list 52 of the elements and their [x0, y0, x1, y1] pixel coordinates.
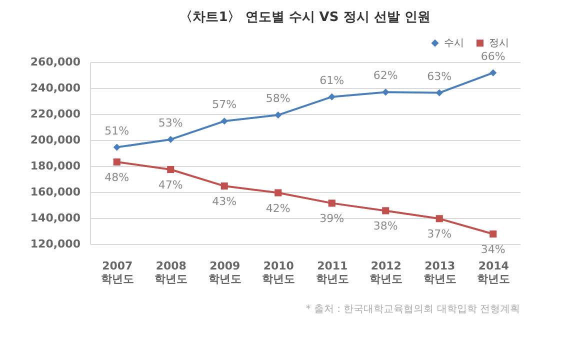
- x-tick-label: 2011 학년도: [316, 260, 349, 286]
- point: [328, 200, 336, 207]
- x-tick-label: 2008 학년도: [154, 260, 188, 286]
- point: [436, 89, 443, 96]
- legend-label: 정시: [489, 38, 509, 50]
- annotation: 39%: [320, 212, 344, 226]
- chart-title: 〈차트1〉 연도별 수시 VS 정시 선발 인원: [180, 10, 430, 25]
- annotation: 66%: [480, 50, 506, 63]
- annotation: 63%: [427, 70, 452, 83]
- y-tick-label: 160,000: [30, 186, 81, 198]
- annotation: 48%: [104, 170, 130, 184]
- point: [167, 136, 174, 144]
- annotation: 42%: [266, 202, 290, 215]
- x-tick-label: 2010 학년도: [262, 260, 296, 286]
- point: [113, 158, 120, 166]
- y-tick-label: 200,000: [30, 134, 81, 146]
- annotation: 47%: [158, 178, 183, 192]
- annotation: 34%: [480, 242, 506, 256]
- point: [490, 69, 497, 76]
- point: [436, 215, 443, 222]
- x-tick-label: 2013 학년도: [423, 260, 456, 286]
- y-tick-label: 180,000: [30, 160, 81, 172]
- point: [274, 189, 282, 196]
- annotation: 62%: [373, 69, 398, 82]
- point: [490, 230, 497, 238]
- point: [220, 182, 228, 190]
- point: [113, 144, 120, 151]
- point: [220, 118, 228, 125]
- annotation: 53%: [158, 116, 183, 130]
- x-tick-label: 2009 학년도: [208, 260, 242, 286]
- point: [274, 112, 282, 119]
- point: [328, 93, 336, 100]
- annotation: 51%: [104, 124, 130, 138]
- x-tick-label: 2007 학년도: [100, 260, 134, 286]
- x-tick-label: 2012 학년도: [370, 260, 403, 286]
- y-tick-label: 140,000: [30, 212, 81, 224]
- y-tick-label: 260,000: [30, 56, 81, 68]
- annotation: 58%: [266, 92, 290, 106]
- text: * 출처 : 한국대학교육협의회 대학입학 전형계획: [306, 304, 520, 315]
- y-tick-label: 240,000: [30, 82, 81, 94]
- point: [382, 207, 390, 214]
- y-tick-label: 120,000: [30, 238, 81, 250]
- legend-label: 수시: [444, 38, 464, 50]
- annotation: 57%: [212, 98, 237, 112]
- y-tick-label: 220,000: [30, 108, 81, 120]
- point: [382, 88, 390, 96]
- x-tick-label: 2014 학년도: [477, 260, 510, 286]
- annotation: 43%: [212, 195, 237, 208]
- annotation: 38%: [373, 220, 398, 233]
- point: [167, 166, 174, 174]
- annotation: 37%: [427, 228, 452, 241]
- annotation: 61%: [320, 74, 344, 87]
